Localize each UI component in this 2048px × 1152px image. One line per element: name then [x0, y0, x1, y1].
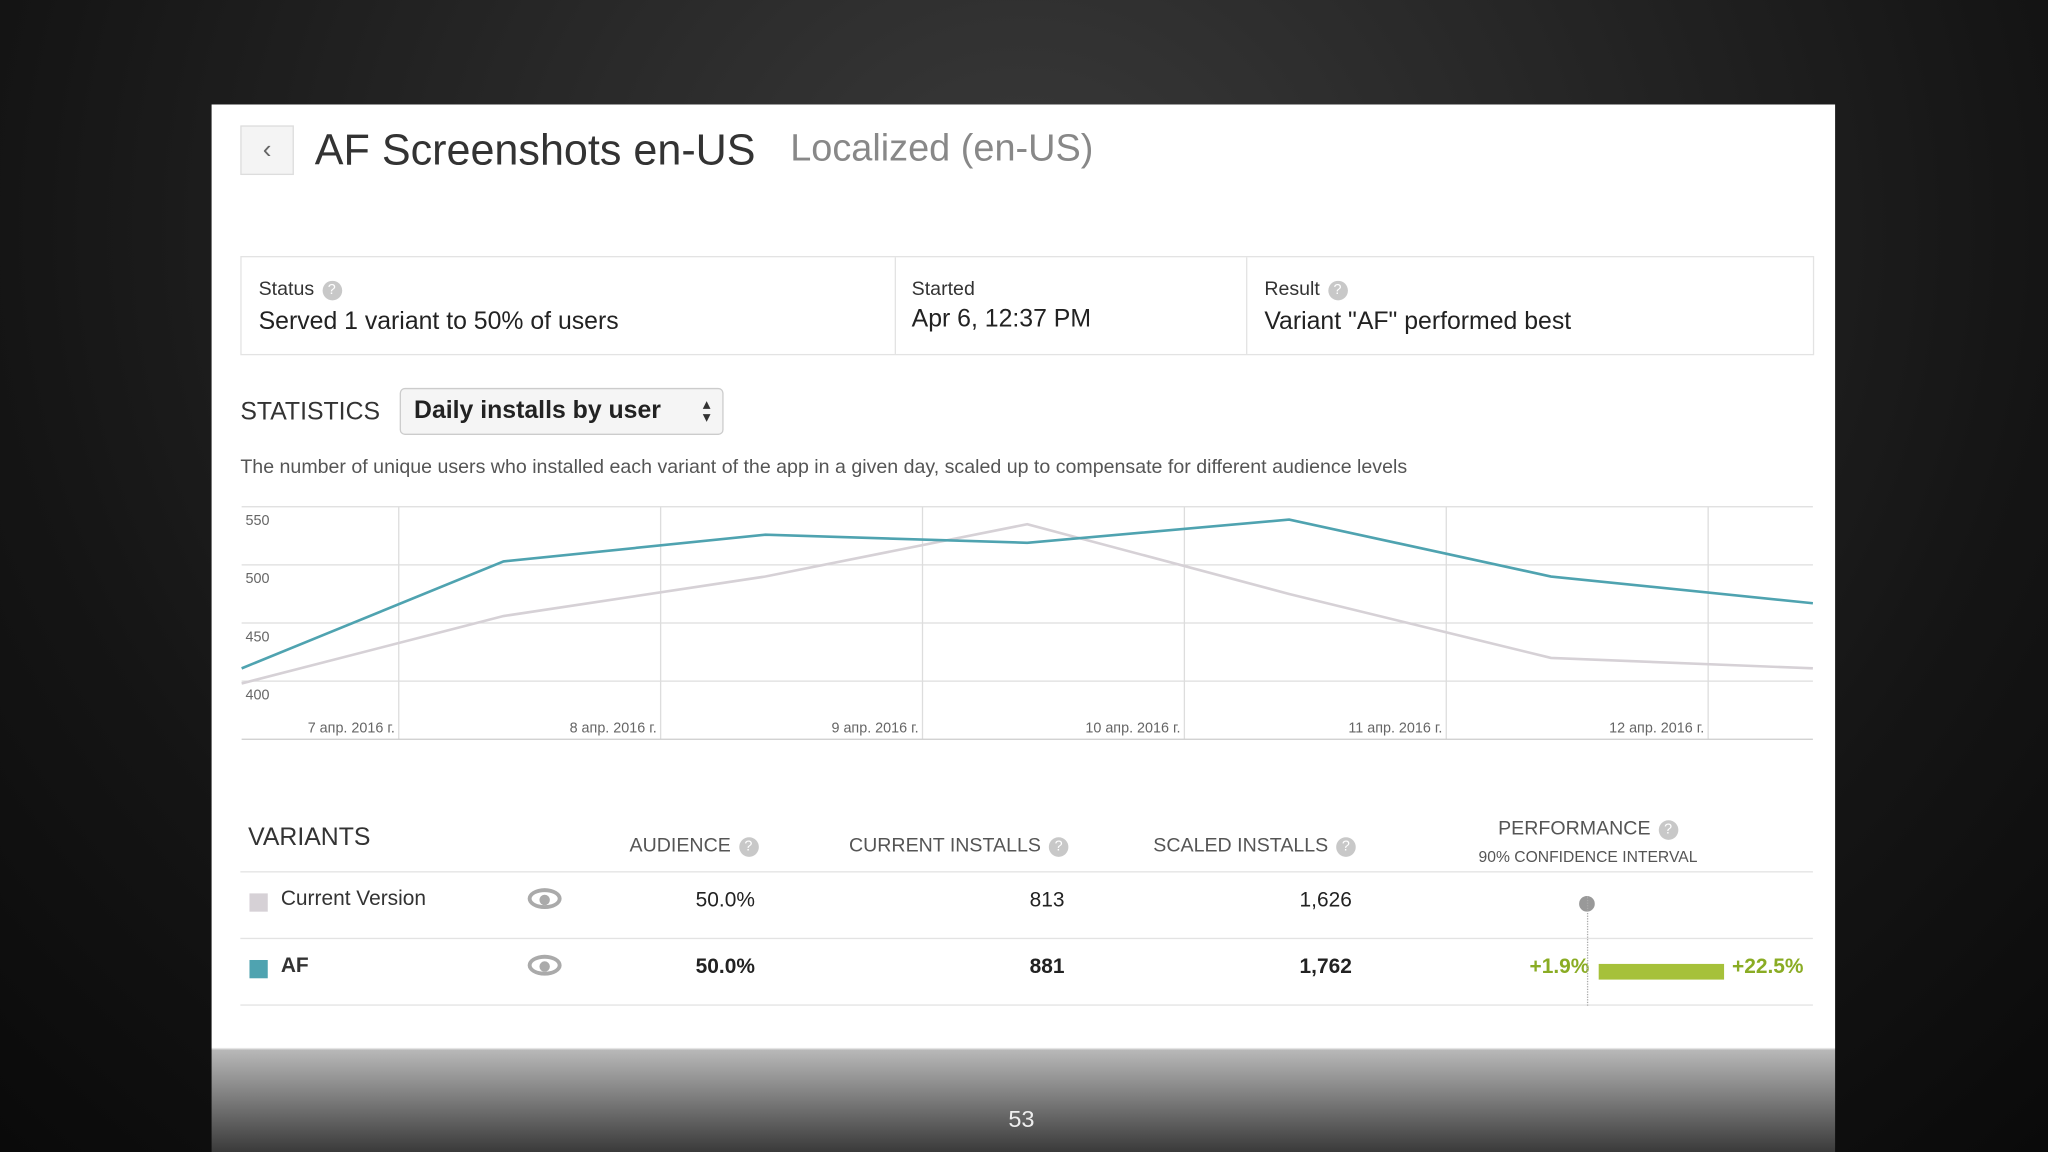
y-tick-label: 550 — [246, 513, 270, 529]
audience: 50.0% — [695, 889, 755, 912]
y-tick-label: 450 — [246, 629, 270, 645]
started-label: Started — [911, 278, 975, 301]
performance-low: +1.9% — [1529, 956, 1590, 979]
help[interactable]: ? — [1336, 836, 1356, 857]
col-header: CURRENT INSTALLS? — [848, 834, 1069, 857]
summary-box — [240, 255, 1815, 356]
current-installs: 813 — [1029, 889, 1065, 912]
x-tick-label: 7 апр. 2016 г. — [308, 721, 395, 737]
performance-note: 90% CONFIDENCE INTERVAL — [1478, 847, 1698, 866]
x-tick-label: 10 апр. 2016 г. — [1085, 721, 1180, 737]
current-installs: 881 — [1029, 956, 1065, 979]
select-arrows: ▴ ▾ — [702, 394, 711, 426]
select[interactable] — [399, 387, 724, 435]
label: PERFORMANCE — [1498, 817, 1651, 840]
variant-name: AF — [280, 954, 309, 977]
x-tick-label: 9 апр. 2016 г. — [831, 721, 918, 737]
statistics-label: STATISTICS — [240, 398, 381, 426]
col-header: AUDIENCE? — [630, 835, 759, 857]
help[interactable]: ? — [1048, 836, 1069, 857]
help[interactable]: ? — [1658, 819, 1678, 840]
swatch — [249, 959, 268, 979]
select-value: Daily installs by user — [414, 397, 661, 425]
label: Status — [258, 278, 315, 301]
x-tick-label: 11 апр. 2016 г. — [1348, 721, 1442, 737]
row-line — [240, 871, 1813, 873]
status-label: Status? — [259, 278, 342, 300]
eye-icon — [527, 954, 562, 976]
row-line — [240, 937, 1813, 940]
y-tick-label: 400 — [246, 687, 270, 703]
status-value: Served 1 variant to 50% of users — [258, 308, 619, 336]
zero-line — [1586, 895, 1589, 1006]
audience: 50.0% — [695, 956, 755, 979]
scaled-installs: 1,762 — [1299, 956, 1352, 979]
variant-name: Current Version — [280, 888, 427, 911]
swatch — [249, 893, 268, 912]
eye-pupil — [539, 961, 550, 972]
eye-icon — [527, 888, 562, 910]
divider — [894, 257, 896, 354]
help[interactable]: ? — [1327, 280, 1348, 300]
label: Result — [1264, 278, 1320, 301]
col-header: PERFORMANCE? — [1498, 818, 1678, 840]
variants-title: VARIANTS — [248, 824, 371, 852]
help[interactable]: ? — [321, 280, 342, 300]
result-value: Variant "AF" performed best — [1264, 308, 1572, 336]
back-button[interactable]: ‹ — [240, 125, 294, 176]
title: AF Screenshots en-US — [314, 125, 756, 174]
series-line — [241, 522, 1813, 685]
col-header: SCALED INSTALLS? — [1153, 834, 1356, 857]
slide-number: 53 — [1008, 1106, 1035, 1133]
series-line — [241, 518, 1814, 670]
x-tick-label: 12 апр. 2016 г. — [1609, 721, 1704, 737]
eye-pupil — [539, 894, 550, 906]
description: The number of unique users who installed… — [240, 455, 1408, 479]
divider — [1246, 257, 1248, 354]
help[interactable]: ? — [738, 836, 759, 857]
label: AUDIENCE — [629, 834, 731, 857]
started-value: Apr 6, 12:37 PM — [911, 305, 1091, 334]
label: CURRENT INSTALLS — [848, 834, 1041, 857]
scaled-installs: 1,626 — [1299, 889, 1352, 912]
performance-bar — [1598, 963, 1725, 980]
card — [211, 104, 1836, 1152]
y-tick-label: 500 — [246, 571, 270, 587]
label: SCALED INSTALLS — [1153, 834, 1329, 857]
result-label: Result? — [1264, 278, 1348, 301]
subtitle: Localized (en-US) — [790, 127, 1094, 170]
row-line — [240, 1004, 1813, 1006]
x-tick-label: 8 апр. 2016 г. — [570, 721, 657, 737]
performance-high: +22.5% — [1731, 956, 1804, 979]
